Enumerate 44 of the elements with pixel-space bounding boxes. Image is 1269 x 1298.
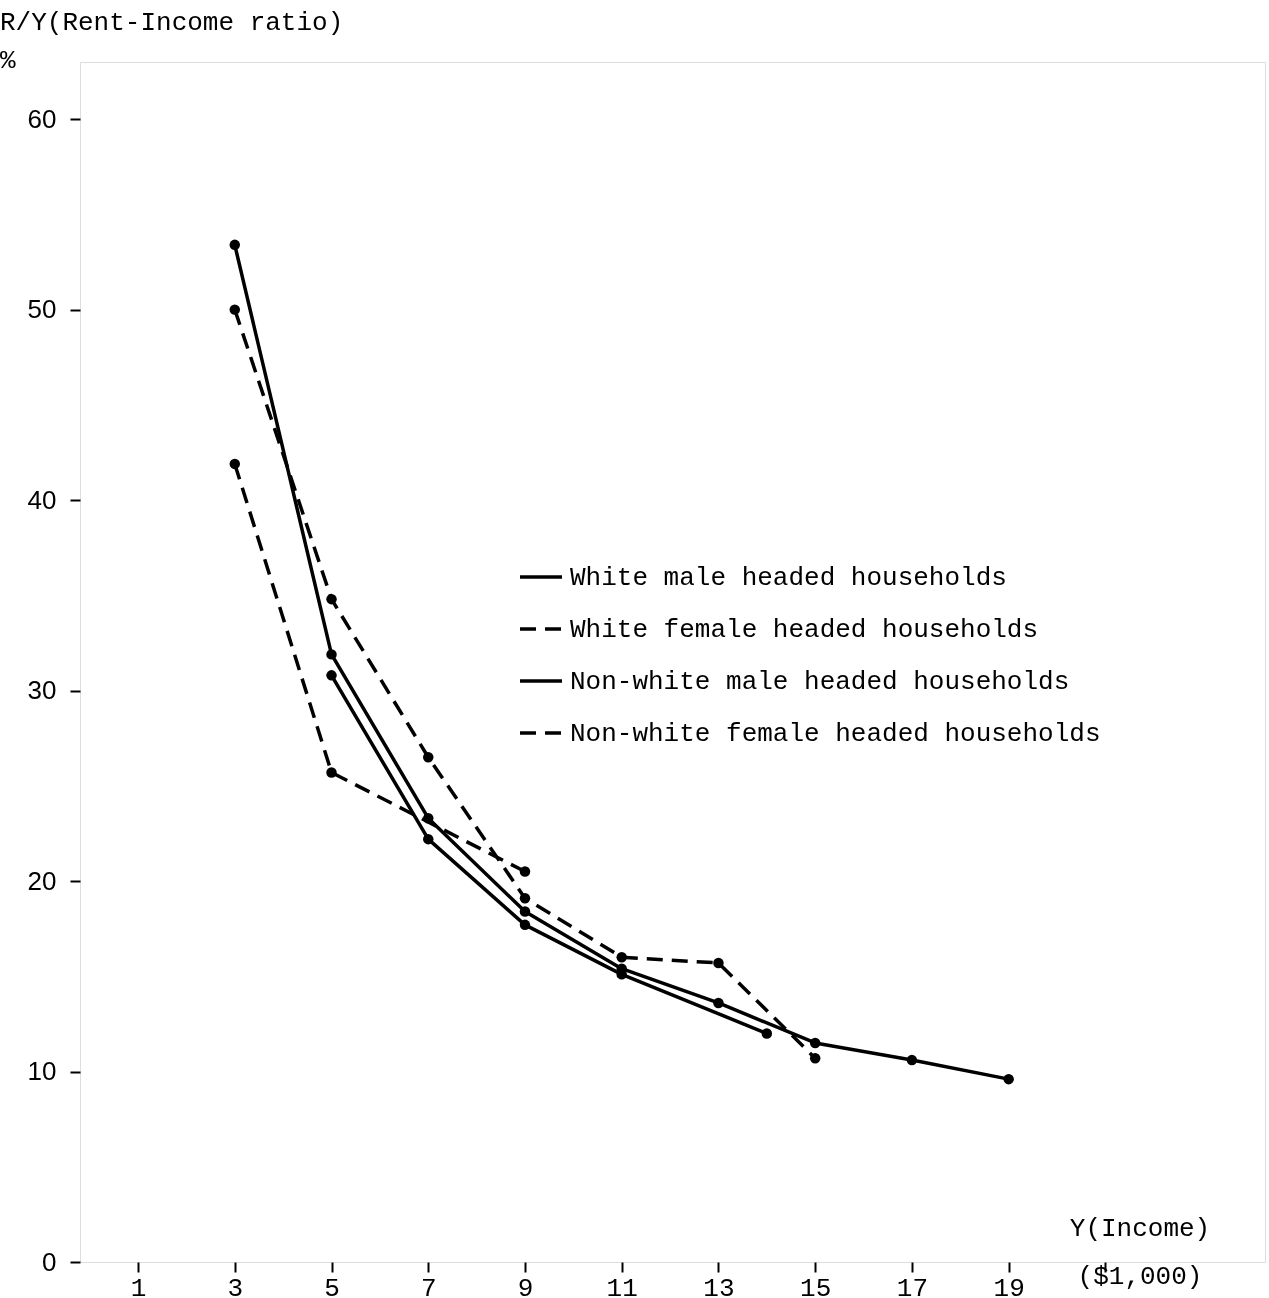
legend-label: White female headed households — [570, 615, 1039, 645]
y-tick-label: 0 — [42, 1246, 57, 1277]
x-tick-label: 9 — [517, 1273, 534, 1298]
legend-label: White male headed households — [570, 563, 1007, 593]
x-tick-label: 11 — [606, 1273, 638, 1298]
point — [761, 1028, 773, 1039]
point — [809, 1052, 821, 1064]
point — [809, 1037, 821, 1049]
point — [519, 919, 531, 931]
point — [1003, 1073, 1014, 1085]
point — [713, 997, 724, 1009]
point — [229, 239, 241, 251]
point — [326, 649, 337, 660]
point — [326, 593, 337, 605]
x-tick-label: 3 — [227, 1273, 244, 1298]
point — [326, 670, 337, 681]
legend-label: Non-white female headed households — [570, 719, 1101, 749]
x-tick-label: 1 — [130, 1273, 147, 1298]
y-tick-label: 20 — [27, 865, 57, 896]
y-tick-label: 60 — [27, 103, 57, 134]
x-tick-label: 17 — [896, 1273, 929, 1298]
point — [423, 752, 434, 763]
point — [519, 892, 531, 904]
x-tick-label: 19 — [993, 1273, 1025, 1298]
y-axis-title: R/Y(Rent-Income ratio) % — [0, 8, 344, 76]
point — [519, 866, 531, 877]
point — [519, 906, 531, 917]
y-tick-label: 50 — [27, 294, 57, 325]
legend-label: Non-white male headed households — [570, 667, 1070, 697]
x-tick-label: 13 — [703, 1273, 735, 1298]
point — [423, 833, 434, 845]
point — [713, 957, 724, 969]
y-tick-label: 30 — [27, 675, 57, 706]
x-tick-label: 7 — [420, 1273, 437, 1298]
x-tick-label: 15 — [800, 1273, 832, 1298]
point — [906, 1054, 918, 1066]
point — [326, 767, 337, 778]
point — [229, 304, 241, 315]
point — [616, 952, 627, 963]
x-tick-label: 5 — [324, 1273, 340, 1298]
x-axis-title: Y(Income) ($1,000) — [1069, 1214, 1211, 1292]
point — [229, 458, 241, 470]
y-tick-label: 10 — [27, 1056, 57, 1087]
y-tick-label: 40 — [27, 484, 57, 515]
